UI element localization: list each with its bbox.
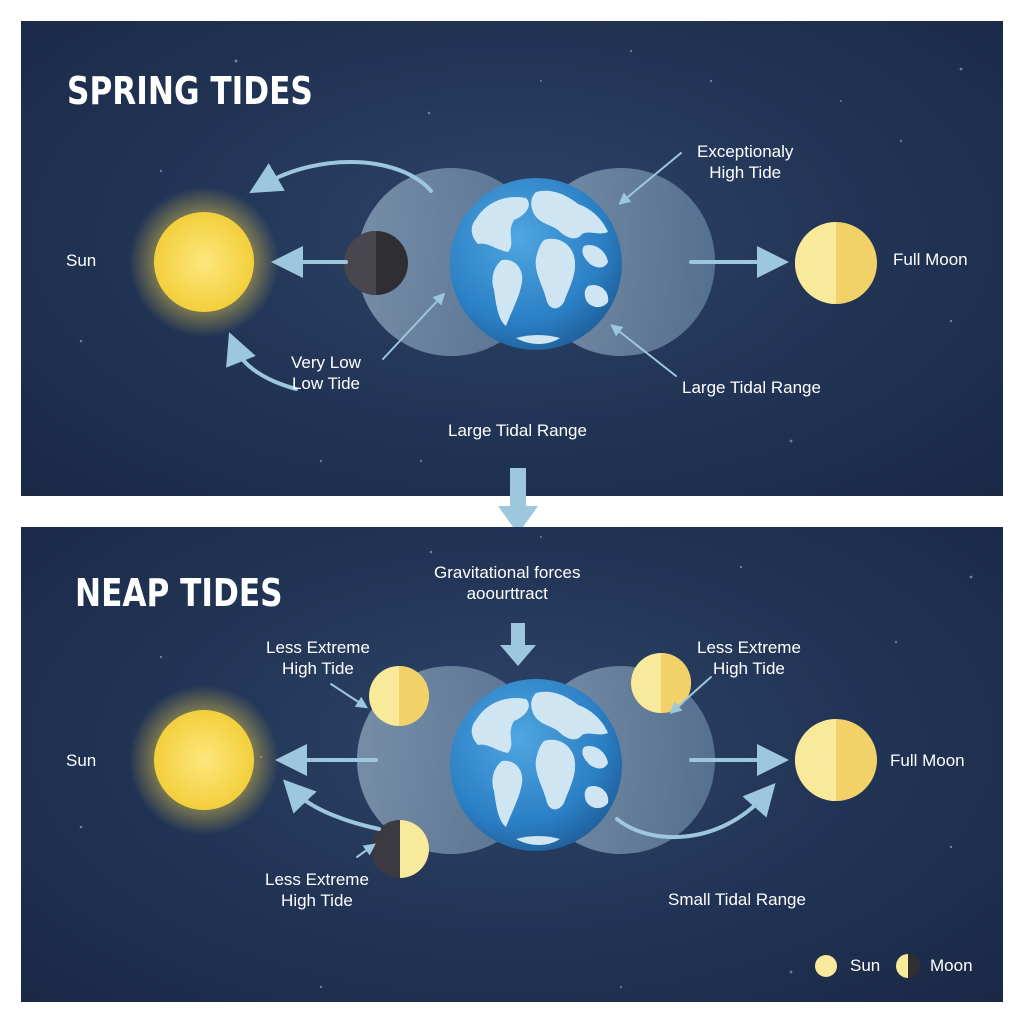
gravity-arrows (275, 744, 789, 840)
forces-label: Gravitational forces aoourttract (434, 562, 580, 604)
legend-sun-icon (815, 955, 837, 977)
tide-label-left-top: Less Extreme High Tide (266, 637, 370, 679)
quarter-moon-icon-left-bottom (371, 820, 429, 878)
moon-label: Full Moon (893, 250, 968, 269)
neap-tides-panel: NEAP TIDES Gravitational forces aoourttr… (21, 527, 1003, 1002)
tidal-range-label-right: Large Tidal Range (682, 378, 821, 397)
tide-label-left-top-line1: Less Extreme (266, 638, 370, 657)
spring-tides-diagram (79, 49, 963, 463)
gravity-arrows (226, 160, 789, 391)
pointer-lines (330, 676, 712, 858)
tide-label-right-top: Less Extreme High Tide (697, 637, 801, 679)
full-moon-icon (795, 719, 877, 801)
earth-icon (450, 679, 622, 851)
sun-icon (154, 710, 254, 810)
tide-label-right-top-line2: High Tide (713, 659, 785, 678)
tidal-range-label-bottom: Large Tidal Range (448, 421, 587, 440)
new-moon-icon (344, 231, 408, 295)
page-title: NEAP TIDES (75, 571, 283, 615)
legend (815, 954, 920, 978)
tide-label-left-bottom-line2: High Tide (281, 891, 353, 910)
down-arrow-icon (500, 623, 536, 666)
forces-label-line2: aoourttract (466, 584, 548, 603)
forces-label-line1: Gravitational forces (434, 563, 581, 582)
low-tide-label-line2: Low Tide (291, 374, 360, 393)
moon-label: Full Moon (890, 751, 965, 770)
quarter-moon-icon-right-top (631, 653, 691, 713)
star-field (79, 49, 963, 463)
sun-icon (154, 212, 254, 312)
tide-label-left-bottom: Less Extreme High Tide (265, 869, 369, 911)
low-tide-label-line1: Very Low (291, 353, 361, 372)
high-tide-label-line2: High Tide (709, 163, 782, 182)
high-tide-label: Exceptionaly High Tide (697, 141, 793, 183)
legend-moon-icon (896, 954, 920, 978)
down-arrow-icon (498, 468, 538, 534)
full-moon-icon (795, 222, 877, 304)
page-title: SPRING TIDES (67, 69, 313, 113)
star-field (79, 536, 973, 989)
spring-tides-panel: SPRING TIDES Sun Full Moon Exceptionaly … (21, 21, 1003, 496)
tide-label-left-top-line2: High Tide (282, 659, 354, 678)
tidal-range-label: Small Tidal Range (668, 890, 806, 909)
pointer-lines (382, 152, 682, 377)
sun-label: Sun (66, 751, 97, 770)
neap-tides-diagram (79, 536, 973, 989)
tide-label-right-top-line1: Less Extreme (697, 638, 801, 657)
high-tide-label-line1: Exceptionaly (697, 142, 794, 161)
legend-moon-label: Moon (930, 956, 973, 975)
legend-sun-label: Sun (850, 956, 881, 975)
tide-label-left-bottom-line1: Less Extreme (265, 870, 369, 889)
low-tide-label: Very Low Low Tide (291, 352, 361, 394)
sun-label: Sun (66, 251, 97, 270)
earth-icon (450, 178, 622, 350)
quarter-moon-icon-left-top (369, 666, 429, 726)
